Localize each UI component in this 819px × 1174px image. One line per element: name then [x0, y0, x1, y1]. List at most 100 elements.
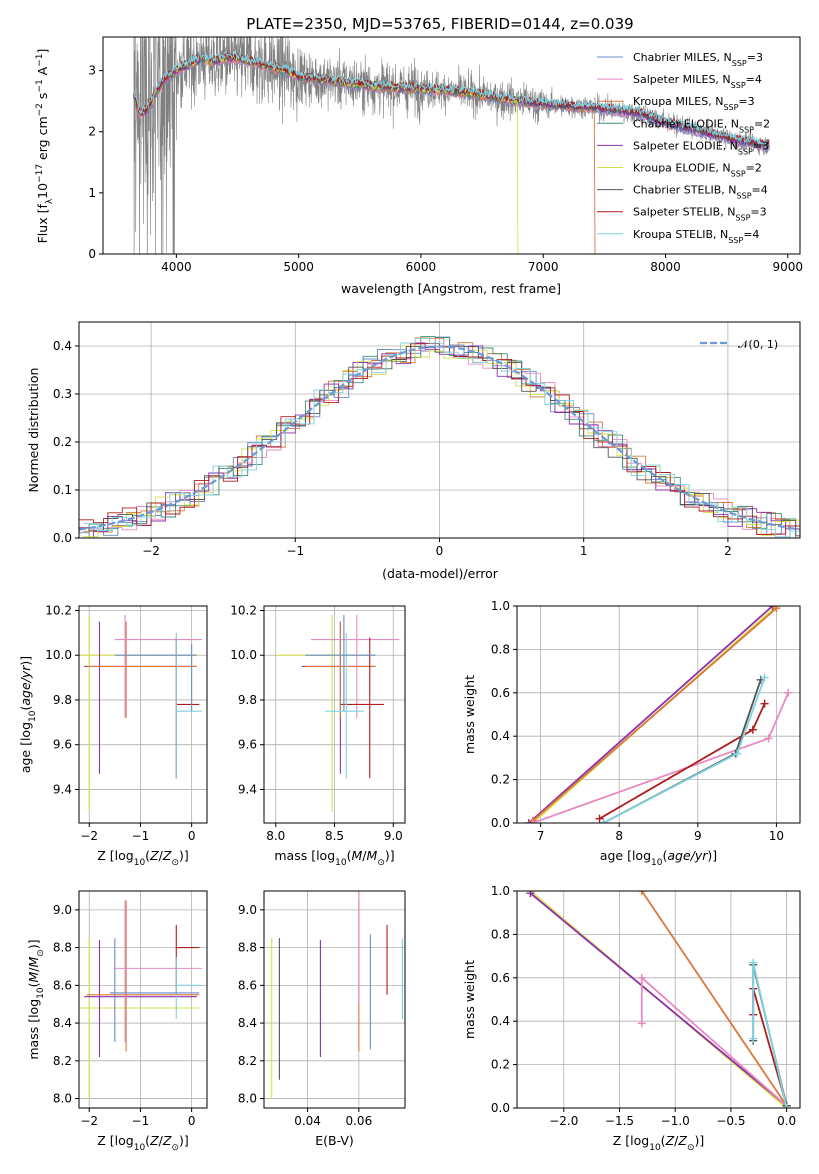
- y-tick-label: 8.4: [53, 1016, 72, 1030]
- label-part: E(B-V): [315, 1133, 354, 1148]
- y-tick-label: 0.6: [491, 971, 510, 985]
- label-part: /: [362, 848, 367, 863]
- legend-tail: =3: [753, 139, 769, 152]
- label-part: age [log: [600, 848, 651, 863]
- x-tick-label: 8.5: [325, 829, 344, 843]
- y-tick-label: 8.8: [238, 941, 257, 955]
- label-part: (: [661, 1133, 666, 1148]
- label-part: −1: [35, 54, 45, 67]
- x-tick-label: 0: [188, 1114, 196, 1128]
- axis-overlay: −2.0 −1.5 −1.0 −0.5 0.0 0.0 0.2 0.4 0.6 0.8 1.0 Z […: [462, 884, 801, 1153]
- legend-tail: =2: [754, 117, 770, 130]
- y-tick-label: 0.3: [53, 387, 72, 401]
- label-part: Z [log: [613, 1133, 649, 1148]
- y-tick-label: 0.6: [491, 686, 510, 700]
- y-tick-label: 9.4: [238, 782, 257, 796]
- label-part: mass [log: [26, 999, 41, 1060]
- legend-label-chabrier_miles: Chabrier MILES, NSSP=3: [633, 51, 763, 68]
- legend-sub: SSP: [737, 191, 752, 200]
- axes-frame: [516, 890, 801, 1109]
- weight-marker-kroupa_stelib: [599, 819, 608, 823]
- x-tick-label: −1.5: [605, 1114, 634, 1128]
- label-part: Z: [665, 1133, 675, 1148]
- label-part: )]: [26, 939, 41, 949]
- label-part: ⊙: [171, 1143, 179, 1153]
- normal-curve: [79, 345, 798, 531]
- y-tick-label: 10.0: [45, 648, 72, 662]
- legend-label-kroupa_elodie: Kroupa ELODIE, NSSP=2: [633, 162, 762, 179]
- y-tick-label: 1.0: [491, 884, 510, 898]
- y-tick-label: 2: [88, 125, 96, 139]
- label-part: (: [18, 706, 33, 711]
- legend-label-salpeter_miles: Salpeter MILES, NSSP=4: [633, 73, 762, 90]
- axes-mass_weight_vs_Z: −2.0 −1.5 −1.0 −0.5 0.0 0.0 0.2 0.4 0.6 0.8 1.0 Z […: [462, 884, 801, 1153]
- axis-overlay: 0.04 0.06 8.0 8.2 8.4 8.6 8.8 9.0 E(B-V): [238, 890, 406, 1148]
- legend-label-chabrier_elodie: Chabrier ELODIE, NSSP=2: [633, 117, 770, 134]
- legend-sub: SSP: [728, 235, 743, 244]
- label-part: Z: [162, 848, 172, 863]
- axes-frame: [78, 605, 208, 824]
- axis-overlay: −2 −1 08.08.28.48.68.89.0Z [log10(Z/Z⊙)]ma…: [26, 890, 208, 1153]
- spectrum-xlabel: wavelength [Angstrom, rest frame]: [341, 281, 561, 296]
- label-part: Z: [149, 1133, 159, 1148]
- label-part: /: [159, 1133, 164, 1148]
- y-tick-label: 0.2: [53, 435, 72, 449]
- y-tick-label: 0.1: [53, 483, 72, 497]
- weight-marker-salpeter_miles: [637, 1019, 646, 1028]
- legend-tail: =4: [746, 73, 762, 86]
- weight-marker-salpeter_miles: [637, 973, 646, 982]
- label-part: (: [26, 983, 41, 988]
- legend-text: Salpeter STELIB, N: [633, 206, 735, 219]
- legend-tail: =3: [747, 51, 763, 64]
- axes-residual_histogram: −2 −1 0 1 2 0.0 0.1 0.2 0.3 0.4 𝒩(0, 1) (data-model…: [26, 321, 801, 581]
- legend-text: Chabrier MILES, N: [633, 51, 732, 64]
- y-tick-label: 0.0: [491, 1101, 510, 1115]
- x-tick-label: −2.0: [549, 1114, 578, 1128]
- x-tick-label: 0.06: [345, 1114, 372, 1128]
- mass_vs_Z-xlabel: Z [log10(Z/Z⊙)]: [97, 1133, 189, 1153]
- mass_weight_vs_Z-xlabel: Z [log10(Z/Z⊙)]: [613, 1133, 705, 1153]
- weight-marker-salpeter_elodie: [526, 891, 535, 898]
- weight-line-kroupa_stelib: [603, 677, 766, 823]
- label-part: M: [367, 848, 378, 863]
- x-tick-label: 10: [769, 829, 784, 843]
- label-part: 10: [651, 858, 663, 868]
- spectrum-ylabel: Flux [fλ10−17 erg cm−2 s−1 A−1]: [35, 49, 55, 244]
- mass_vs_Z-ylabel: mass [log10(M/M⊙)]: [26, 939, 46, 1059]
- weight-line-kroupa_miles: [641, 891, 788, 1107]
- y-tick-label: 8.2: [53, 1054, 72, 1068]
- y-tick-label: 0.0: [491, 816, 510, 830]
- weight-marker-salpeter_stelib: [748, 725, 757, 734]
- plot-area: [271, 891, 403, 1099]
- plot-area: [79, 336, 800, 538]
- x-tick-label: 5000: [283, 260, 314, 274]
- weight-line-salpeter_elodie: [529, 892, 788, 1107]
- figure-title: PLATE=2350, MJD=53765, FIBERID=0144, z=0…: [246, 15, 633, 33]
- y-tick-label: 8.0: [238, 1092, 257, 1106]
- legend-tail: =2: [746, 162, 762, 175]
- label-part: mass [log: [274, 848, 335, 863]
- x-tick-label: 4000: [161, 260, 192, 274]
- axes-frame: [102, 36, 801, 255]
- x-tick-label: −1: [286, 544, 304, 558]
- mass_vs_ebv-xlabel: E(B-V): [315, 1133, 354, 1148]
- label-part: M: [26, 972, 41, 983]
- y-tick-label: 0.4: [491, 729, 510, 743]
- weight-marker-kroupa_stelib: [760, 673, 769, 682]
- weight-marker-kroupa_miles: [637, 891, 646, 895]
- y-tick-label: 8.6: [238, 978, 257, 992]
- label-part: (: [662, 848, 667, 863]
- label-part: age/yr: [667, 848, 708, 863]
- label-part: −2: [35, 103, 45, 116]
- x-tick-label: −2: [80, 829, 98, 843]
- legend-text: Kroupa MILES, N: [633, 95, 723, 108]
- age_vs_Z-ylabel: age [log10(age/yr)]: [18, 656, 38, 773]
- y-tick-label: 10.2: [45, 603, 72, 617]
- y-tick-label: 0.4: [491, 1014, 510, 1028]
- plot-area: [79, 900, 202, 1099]
- axes-frame: [516, 605, 801, 824]
- hist-step-kroupa_elodie: [83, 345, 800, 538]
- y-tick-label: 1.0: [491, 599, 510, 613]
- label-part: λ: [45, 198, 55, 204]
